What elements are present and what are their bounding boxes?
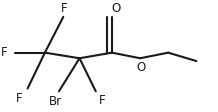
Text: O: O bbox=[136, 61, 146, 74]
Text: F: F bbox=[61, 2, 68, 15]
Text: O: O bbox=[111, 2, 121, 15]
Text: Br: Br bbox=[49, 95, 62, 108]
Text: F: F bbox=[0, 46, 7, 59]
Text: F: F bbox=[16, 92, 22, 104]
Text: F: F bbox=[99, 94, 105, 107]
